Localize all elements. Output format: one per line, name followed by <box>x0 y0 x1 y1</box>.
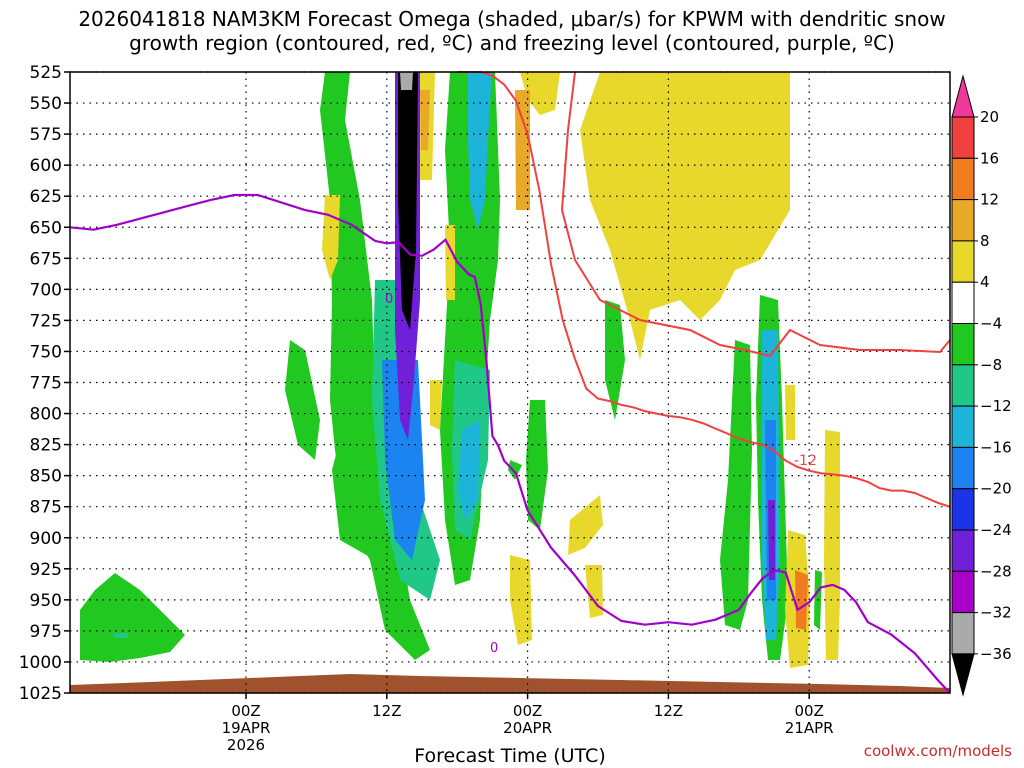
colorbar-swatch <box>951 570 975 614</box>
y-tick-label: 825 <box>30 436 62 456</box>
colorbar-swatch <box>951 157 975 201</box>
colorbar: 20 16 12 8 4 −4 −8 −12 −16 −20 −24 −28 −32 −36 <box>951 74 1012 697</box>
y-tick-label: 550 <box>30 94 62 114</box>
colorbar-label: −28 <box>980 562 1012 580</box>
y-tick-label: 850 <box>30 467 62 487</box>
x-axis-title: Forecast Time (UTC) <box>414 745 605 767</box>
colorbar-label: −16 <box>980 438 1012 456</box>
y-tick-label: 675 <box>30 249 62 269</box>
colorbar-label: −24 <box>980 521 1012 539</box>
x-tick-label: 12Z <box>372 702 401 720</box>
colorbar-label: −20 <box>980 480 1012 498</box>
y-tick-label: 800 <box>30 405 62 425</box>
y-tick-label: 650 <box>30 218 62 238</box>
y-tick-label: 1025 <box>19 684 62 704</box>
x-tick-label: 2026 <box>227 736 265 754</box>
colorbar-label: 12 <box>980 191 999 209</box>
y-tick-label: 775 <box>30 374 62 394</box>
colorbar-swatch <box>951 529 975 572</box>
colorbar-swatch <box>951 116 975 159</box>
x-tick-label: 19APR <box>222 719 271 737</box>
y-tick-label: 1000 <box>19 653 62 673</box>
y-tick-label: 925 <box>30 560 62 580</box>
snow-growth-contour-line-secondary <box>560 71 951 358</box>
snow-growth-contour-line <box>457 71 951 508</box>
colorbar-swatch <box>951 199 975 242</box>
colorbar-swatch <box>951 612 975 655</box>
colorbar-label: 4 <box>980 273 990 291</box>
y-tick-label: 625 <box>30 187 62 207</box>
y-tick-label: 975 <box>30 622 62 642</box>
x-tick-label: 00Z <box>795 702 824 720</box>
colorbar-label: −4 <box>980 315 1002 333</box>
y-tick-label: 750 <box>30 342 62 362</box>
y-tick-label: 900 <box>30 529 62 549</box>
colorbar-label: −32 <box>980 604 1012 622</box>
x-tick-label: 20APR <box>503 719 552 737</box>
freezing-contour-label: 0 <box>490 641 498 656</box>
colorbar-swatch <box>951 488 975 531</box>
colorbar-swatch <box>951 446 975 490</box>
x-tick-label: 12Z <box>654 702 683 720</box>
y-axis: 525 550 575 600 625 650 675 700 725 750 775 800 825 8… <box>19 63 70 704</box>
colorbar-swatch <box>951 364 975 407</box>
y-tick-label: 575 <box>30 125 62 145</box>
colorbar-label: 20 <box>980 108 999 126</box>
freezing-contour-label: 0 <box>385 292 393 307</box>
chart-title-line2: growth region (contoured, red, ºC) and f… <box>129 31 895 55</box>
y-tick-label: 950 <box>30 591 62 611</box>
x-tick-label: 00Z <box>231 702 260 720</box>
omega-shading <box>70 72 950 693</box>
y-tick-label: 600 <box>30 156 62 176</box>
snow-growth-contour-label: -12 <box>794 453 817 469</box>
colorbar-swatch <box>951 323 975 366</box>
colorbar-label: 16 <box>980 149 999 167</box>
colorbar-bottom-arrow <box>951 653 975 697</box>
freezing-level-contour-line <box>69 193 951 694</box>
credit-text: coolwx.com/models <box>864 742 1012 760</box>
colorbar-swatch <box>951 240 975 283</box>
x-tick-label: 00Z <box>513 702 542 720</box>
colorbar-label: 8 <box>980 232 990 250</box>
colorbar-label: −12 <box>980 397 1012 415</box>
chart-title-line1: 2026041818 NAM3KM Forecast Omega (shaded… <box>78 7 946 31</box>
y-tick-label: 525 <box>30 63 62 83</box>
colorbar-swatch <box>951 281 975 325</box>
y-tick-label: 700 <box>30 280 62 300</box>
colorbar-label: −36 <box>980 645 1012 663</box>
colorbar-label: −8 <box>980 356 1002 374</box>
y-tick-label: 725 <box>30 311 62 331</box>
x-tick-label: 21APR <box>785 719 834 737</box>
colorbar-swatch <box>951 405 975 448</box>
colorbar-top-arrow <box>951 74 975 118</box>
y-tick-label: 875 <box>30 498 62 518</box>
